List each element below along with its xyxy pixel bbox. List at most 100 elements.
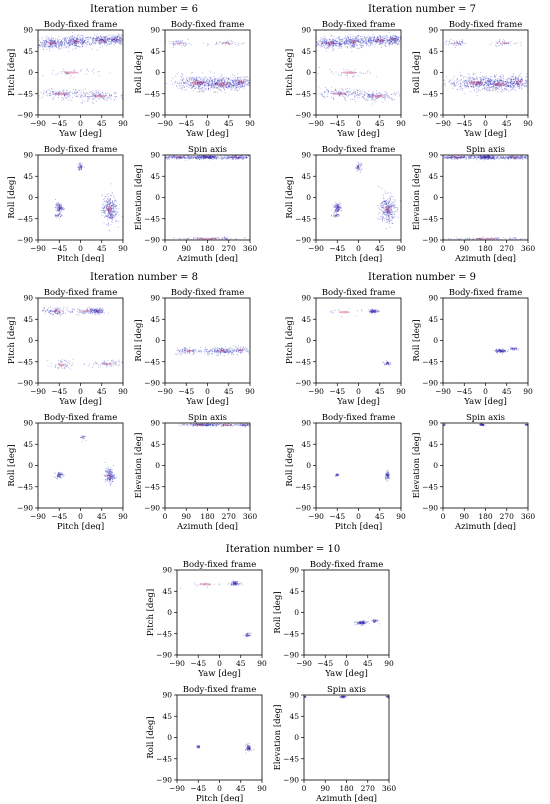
data-point	[200, 158, 202, 160]
data-point	[104, 99, 106, 101]
data-point	[333, 91, 335, 93]
data-point	[381, 93, 383, 95]
data-point	[233, 84, 235, 86]
data-point	[218, 42, 220, 44]
data-point	[169, 42, 171, 45]
data-point	[77, 35, 79, 37]
data-point	[212, 86, 214, 88]
data-point	[206, 83, 208, 85]
density-peak	[196, 237, 219, 240]
data-point	[56, 210, 58, 212]
data-point	[46, 43, 48, 45]
data-point	[79, 39, 81, 41]
data-point	[75, 39, 77, 41]
data-point	[236, 83, 238, 85]
data-point	[78, 45, 80, 47]
data-point	[217, 83, 219, 85]
data-point	[327, 47, 330, 49]
data-point	[479, 89, 481, 91]
data-point	[477, 88, 479, 91]
data-point	[55, 43, 57, 45]
data-point	[92, 68, 94, 70]
data-point	[178, 41, 180, 43]
data-point	[360, 44, 362, 46]
data-point	[108, 40, 110, 43]
data-point	[385, 41, 387, 43]
data-point	[196, 82, 198, 84]
data-point	[82, 40, 84, 42]
data-point	[48, 89, 51, 91]
data-point	[68, 42, 70, 44]
data-point	[113, 38, 115, 40]
data-point	[347, 41, 349, 43]
data-point	[471, 86, 473, 88]
data-point	[384, 98, 386, 100]
data-point	[42, 43, 44, 45]
data-point	[109, 43, 111, 45]
data-point	[60, 41, 62, 43]
data-point	[186, 43, 188, 45]
data-point	[94, 38, 96, 40]
data-point	[62, 39, 64, 41]
data-point	[369, 95, 371, 97]
data-point	[55, 216, 57, 218]
data-point	[241, 82, 243, 85]
data-point	[224, 80, 226, 83]
data-point	[172, 155, 174, 157]
data-point	[197, 80, 199, 82]
data-point	[223, 81, 225, 83]
data-point	[207, 78, 209, 80]
data-point	[114, 36, 116, 39]
data-point	[456, 79, 458, 81]
data-point	[84, 41, 86, 44]
data-point	[86, 69, 88, 71]
data-point	[350, 94, 352, 96]
x-axis-label: Yaw [deg]	[185, 129, 229, 139]
data-point	[235, 80, 237, 82]
data-point	[476, 76, 478, 78]
data-point	[70, 75, 72, 77]
data-point	[229, 43, 231, 45]
data-point	[102, 93, 104, 95]
data-point	[71, 40, 73, 42]
data-point	[50, 93, 52, 95]
data-point	[106, 94, 108, 97]
data-point	[372, 36, 374, 38]
data-point	[347, 47, 349, 49]
data-point	[213, 81, 215, 83]
data-point	[118, 36, 120, 38]
data-point	[87, 96, 89, 98]
data-point	[232, 74, 234, 76]
data-point	[452, 78, 454, 80]
data-point	[111, 40, 113, 42]
data-point	[221, 85, 223, 87]
data-point	[484, 88, 486, 90]
data-point	[234, 81, 236, 83]
data-point	[67, 72, 69, 74]
data-point	[330, 96, 332, 98]
data-point	[363, 97, 365, 99]
data-point	[75, 47, 77, 49]
data-point	[60, 44, 62, 46]
data-point	[50, 43, 52, 45]
data-point	[57, 210, 59, 212]
data-point	[61, 41, 63, 43]
data-point	[61, 97, 63, 99]
data-point	[80, 39, 82, 41]
data-point	[228, 84, 230, 86]
data-point	[54, 40, 56, 42]
data-point	[230, 79, 232, 81]
y-tick-label: 90	[301, 26, 311, 35]
data-point	[482, 83, 484, 85]
data-point	[228, 85, 230, 87]
data-point	[57, 40, 59, 42]
data-point	[106, 202, 108, 204]
data-point	[229, 158, 231, 160]
data-point	[81, 162, 83, 164]
data-point	[119, 41, 121, 43]
data-point	[349, 38, 351, 40]
data-point	[50, 44, 52, 46]
data-point	[366, 45, 368, 47]
data-point	[364, 42, 366, 44]
data-point	[70, 37, 72, 39]
